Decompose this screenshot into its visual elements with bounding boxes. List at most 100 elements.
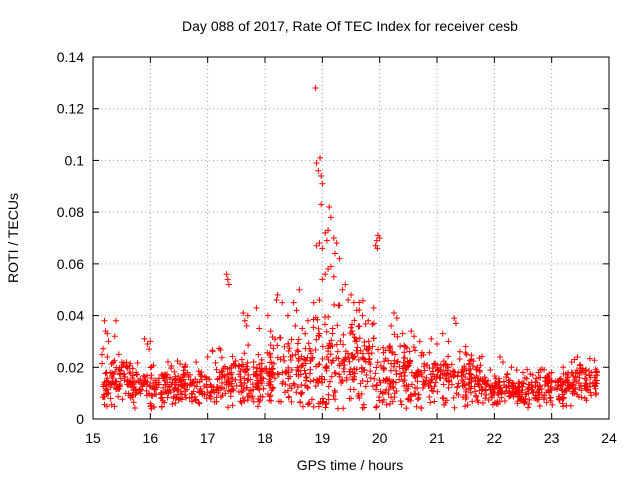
data-point-cloud <box>280 353 287 360</box>
data-point-cloud <box>332 389 339 396</box>
data-point-cloud <box>506 393 513 400</box>
data-point <box>520 369 526 376</box>
data-point-cloud <box>477 362 484 369</box>
data-point <box>115 351 122 358</box>
data-point <box>105 338 112 345</box>
data-point-cloud <box>476 381 483 388</box>
data-point-cloud <box>104 403 111 410</box>
data-point-cloud <box>482 377 489 384</box>
data-point-cloud <box>113 364 120 371</box>
data-point-cloud <box>159 397 166 404</box>
data-point-cloud <box>304 354 311 361</box>
data-point-cloud <box>445 384 452 391</box>
data-point-cloud <box>323 328 330 335</box>
data-point <box>391 309 397 316</box>
data-point-cloud <box>319 343 326 350</box>
data-point-cloud <box>410 344 417 351</box>
data-point-cloud <box>146 383 153 390</box>
data-point <box>279 299 286 306</box>
data-point-cloud <box>241 397 248 404</box>
data-point-cloud <box>177 360 184 367</box>
data-point-cloud <box>357 347 364 354</box>
data-point-cloud <box>334 348 341 355</box>
data-point <box>339 286 346 293</box>
data-point-cloud <box>339 378 346 385</box>
data-point-cloud <box>206 376 213 383</box>
data-point-cloud <box>394 359 401 366</box>
data-point-cloud <box>355 356 362 363</box>
data-point-cloud <box>321 376 328 383</box>
data-point-cloud <box>127 380 134 387</box>
data-point-cloud <box>244 384 251 391</box>
data-point-cloud <box>365 338 372 345</box>
data-point-cloud <box>281 389 288 396</box>
data-point-cloud <box>428 387 435 394</box>
data-point-cloud <box>432 360 439 367</box>
data-point-cloud <box>216 375 223 382</box>
data-point-cloud <box>135 377 142 384</box>
data-point-cloud <box>172 373 179 380</box>
data-point-cloud <box>473 393 480 400</box>
data-point-cloud <box>401 369 408 376</box>
data-point <box>313 160 320 167</box>
data-point <box>319 180 326 187</box>
data-point-cloud <box>569 390 576 397</box>
data-point-cloud <box>229 353 236 360</box>
data-point-cloud <box>118 367 125 374</box>
data-point-cloud <box>319 395 326 402</box>
data-point-cloud <box>391 331 398 338</box>
data-point-cloud <box>535 396 542 403</box>
data-point-cloud <box>337 337 344 344</box>
data-point-cloud <box>570 373 577 380</box>
data-point-cloud <box>501 398 508 405</box>
data-point-cloud <box>152 386 159 393</box>
data-point-cloud <box>162 388 169 395</box>
data-point-cloud <box>274 342 281 349</box>
data-point <box>322 271 329 278</box>
data-point <box>323 237 330 244</box>
data-point <box>241 317 248 324</box>
data-point-cloud <box>374 381 381 388</box>
data-point-cloud <box>581 395 588 402</box>
data-point-cloud <box>485 397 492 404</box>
data-point <box>428 335 435 342</box>
data-point-cloud <box>113 378 120 385</box>
data-point-cloud <box>193 396 200 403</box>
data-point-cloud <box>285 348 292 355</box>
data-point-cloud <box>270 345 277 352</box>
data-point-cloud <box>284 387 291 394</box>
data-point-cloud <box>409 381 416 388</box>
data-point-cloud <box>342 348 349 355</box>
data-point-cloud <box>231 361 238 368</box>
data-point-cloud <box>308 396 315 403</box>
data-point-cloud <box>312 383 319 390</box>
data-point <box>299 325 306 332</box>
data-point-cloud <box>201 383 208 390</box>
data-point-cloud <box>162 372 169 379</box>
data-point <box>318 201 325 208</box>
data-point-cloud <box>427 399 434 406</box>
data-point-cloud <box>238 356 245 363</box>
data-point-cloud <box>194 379 201 386</box>
data-point-cloud <box>207 381 214 388</box>
data-point-cloud <box>250 371 257 378</box>
data-point-cloud <box>350 331 357 338</box>
data-point-cloud <box>459 366 466 373</box>
data-point-cloud <box>467 357 474 364</box>
data-point <box>317 154 324 161</box>
data-point-cloud <box>132 386 139 393</box>
data-point-cloud <box>462 349 469 356</box>
data-point-cloud <box>255 351 262 358</box>
data-point-cloud <box>483 391 490 398</box>
data-point-cloud <box>365 350 372 357</box>
data-point <box>577 361 584 368</box>
data-point-cloud <box>587 389 594 396</box>
data-point-cloud <box>240 366 247 373</box>
data-point-cloud <box>132 391 139 398</box>
data-point <box>434 341 440 348</box>
data-point-cloud <box>423 374 430 381</box>
data-point-cloud <box>367 368 374 375</box>
data-point <box>583 366 590 373</box>
data-point-cloud <box>389 398 396 405</box>
data-point <box>574 353 581 360</box>
